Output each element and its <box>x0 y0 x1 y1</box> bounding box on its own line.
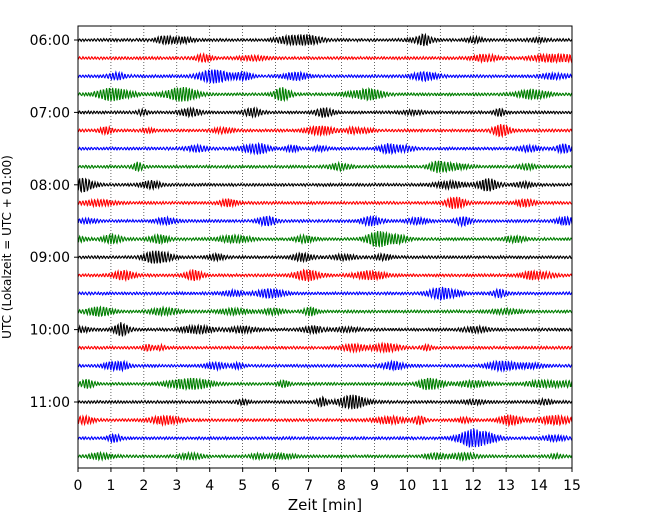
x-tick-label: 9 <box>370 478 379 494</box>
trace-line <box>77 250 573 264</box>
trace-line <box>77 394 573 410</box>
traces <box>77 32 573 462</box>
x-tick-label: 12 <box>464 478 482 494</box>
trace-line <box>77 52 573 65</box>
trace-line <box>77 177 573 194</box>
x-tick-label: 14 <box>530 478 548 494</box>
trace-line <box>77 428 573 448</box>
x-tick-label: 8 <box>337 478 346 494</box>
trace-line <box>77 450 573 462</box>
x-tick-label: 6 <box>271 478 280 494</box>
trace-line <box>77 106 573 119</box>
x-tick-label: 5 <box>238 478 247 494</box>
y-tick-label: 11:00 <box>30 395 70 411</box>
x-tick-label: 0 <box>74 478 83 494</box>
trace-line <box>77 32 573 47</box>
trace-line <box>77 268 573 283</box>
y-tick-label: 09:00 <box>30 250 70 266</box>
trace-line <box>77 377 573 392</box>
x-tick-label: 4 <box>205 478 214 494</box>
x-tick-label: 10 <box>398 478 416 494</box>
x-tick-label: 1 <box>106 478 115 494</box>
trace-line <box>77 341 573 355</box>
trace-line <box>77 322 573 337</box>
x-ticks: 0 1 2 3 4 5 6 7 8 9 10 11 12 13 14 15 <box>74 468 581 494</box>
trace-line <box>77 86 573 103</box>
trace-line <box>77 230 573 248</box>
y-axis-label: UTC (Lokalzeit = UTC + 01:00) <box>0 155 14 339</box>
y-tick-label: 08:00 <box>30 178 70 194</box>
trace-line <box>77 413 573 428</box>
x-tick-label: 7 <box>304 478 313 494</box>
trace-line <box>77 141 573 156</box>
x-tick-label: 2 <box>139 478 148 494</box>
y-tick-label: 07:00 <box>30 105 70 121</box>
trace-line <box>77 214 573 228</box>
y-tick-label: 06:00 <box>30 33 70 49</box>
x-tick-label: 15 <box>563 478 581 494</box>
trace-line <box>77 123 573 139</box>
trace-line <box>77 160 573 174</box>
x-tick-label: 3 <box>172 478 181 494</box>
trace-line <box>77 286 573 302</box>
x-tick-label: 11 <box>431 478 449 494</box>
trace-line <box>77 196 573 210</box>
trace-line <box>77 305 573 318</box>
y-tick-label: 10:00 <box>30 323 70 339</box>
trace-line <box>77 359 573 373</box>
x-axis-label: Zeit [min] <box>288 496 362 514</box>
x-tick-label: 13 <box>497 478 515 494</box>
trace-line <box>77 69 573 84</box>
plot-frame <box>77 25 573 469</box>
y-ticks: 06:00 07:00 08:00 09:00 10:00 11:00 <box>30 33 78 411</box>
